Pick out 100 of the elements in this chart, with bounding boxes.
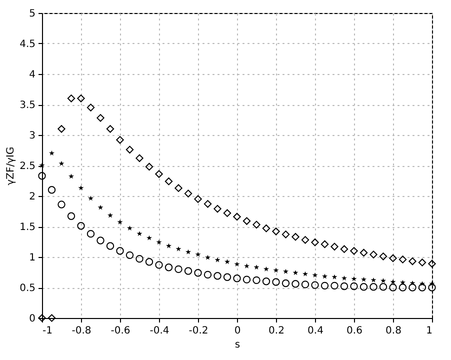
point bbox=[194, 195, 202, 203]
point bbox=[108, 212, 113, 218]
point bbox=[301, 280, 310, 288]
point bbox=[351, 276, 357, 282]
x-axis-title: s bbox=[234, 340, 240, 350]
y-tick-label: 2 bbox=[29, 192, 36, 202]
point bbox=[380, 278, 386, 283]
x-tick-label: 0 bbox=[234, 326, 241, 336]
point bbox=[214, 272, 222, 280]
y-tick-label: 4 bbox=[29, 70, 36, 80]
point bbox=[322, 274, 328, 279]
point bbox=[418, 258, 426, 266]
point bbox=[262, 278, 270, 286]
point bbox=[272, 228, 280, 236]
point bbox=[408, 284, 416, 292]
point bbox=[311, 281, 319, 289]
point bbox=[390, 279, 396, 284]
point bbox=[68, 174, 74, 179]
y-tick-label: 3.5 bbox=[20, 100, 36, 111]
point bbox=[320, 282, 329, 290]
point bbox=[312, 272, 318, 278]
point bbox=[282, 230, 290, 238]
point bbox=[164, 178, 173, 186]
y-tick-label: 5 bbox=[29, 8, 36, 20]
point bbox=[223, 209, 232, 217]
point bbox=[98, 204, 104, 210]
point bbox=[96, 236, 104, 244]
point bbox=[282, 279, 290, 288]
point bbox=[379, 283, 388, 291]
point bbox=[127, 226, 132, 231]
point bbox=[292, 233, 300, 241]
point bbox=[126, 146, 134, 154]
point bbox=[145, 258, 154, 266]
point bbox=[174, 184, 182, 192]
point bbox=[242, 276, 251, 284]
point bbox=[88, 196, 94, 201]
point bbox=[39, 162, 45, 168]
point bbox=[254, 264, 260, 270]
point bbox=[136, 231, 142, 236]
point bbox=[116, 136, 124, 144]
point bbox=[350, 247, 358, 255]
y-tick-label: 0.5 bbox=[20, 283, 36, 294]
point bbox=[136, 154, 144, 162]
point bbox=[58, 200, 66, 208]
x-tick-label: 0.6 bbox=[346, 326, 362, 336]
point bbox=[67, 94, 76, 102]
point bbox=[224, 259, 230, 264]
point bbox=[428, 284, 436, 292]
point bbox=[155, 261, 163, 269]
point bbox=[330, 242, 338, 250]
point bbox=[136, 254, 144, 263]
point bbox=[204, 270, 212, 279]
y-axis-title: γZF/γIG bbox=[6, 146, 17, 186]
point bbox=[86, 104, 95, 112]
point bbox=[176, 246, 182, 252]
point bbox=[126, 251, 134, 260]
point bbox=[292, 270, 298, 276]
point bbox=[361, 276, 366, 282]
point bbox=[252, 276, 260, 284]
point bbox=[184, 190, 192, 198]
point bbox=[58, 125, 66, 133]
point bbox=[184, 267, 192, 275]
point bbox=[330, 282, 338, 290]
point bbox=[49, 150, 54, 156]
point bbox=[194, 269, 202, 277]
x-tick-label: 1 bbox=[426, 326, 432, 336]
point bbox=[166, 243, 172, 248]
point bbox=[106, 125, 114, 133]
point bbox=[428, 260, 436, 268]
point bbox=[48, 314, 56, 322]
point bbox=[116, 247, 124, 255]
point bbox=[195, 252, 201, 257]
point bbox=[78, 185, 84, 190]
x-tick-label: -0.8 bbox=[72, 326, 92, 336]
point bbox=[67, 212, 76, 220]
x-tick-label: -0.6 bbox=[110, 326, 130, 336]
y-tick-label: 0 bbox=[29, 314, 36, 324]
point bbox=[145, 162, 154, 171]
point bbox=[370, 277, 376, 282]
point bbox=[301, 236, 310, 244]
point bbox=[96, 114, 104, 122]
point bbox=[320, 240, 329, 248]
y-tick-label: 1 bbox=[29, 252, 36, 264]
point bbox=[234, 262, 240, 267]
x-tick-label: 0.8 bbox=[386, 326, 402, 336]
point bbox=[350, 282, 358, 290]
point bbox=[242, 217, 251, 225]
point bbox=[244, 263, 250, 268]
point bbox=[77, 222, 85, 230]
point bbox=[370, 283, 378, 291]
x-tick-label: 0.4 bbox=[308, 326, 324, 336]
y-tick-label: 2.5 bbox=[20, 161, 36, 172]
point bbox=[398, 256, 407, 264]
point bbox=[156, 240, 162, 245]
point bbox=[389, 254, 397, 262]
point bbox=[233, 212, 241, 221]
point bbox=[283, 268, 288, 274]
y-tick-label: 3 bbox=[29, 130, 36, 142]
point bbox=[370, 250, 378, 258]
point bbox=[273, 268, 279, 273]
